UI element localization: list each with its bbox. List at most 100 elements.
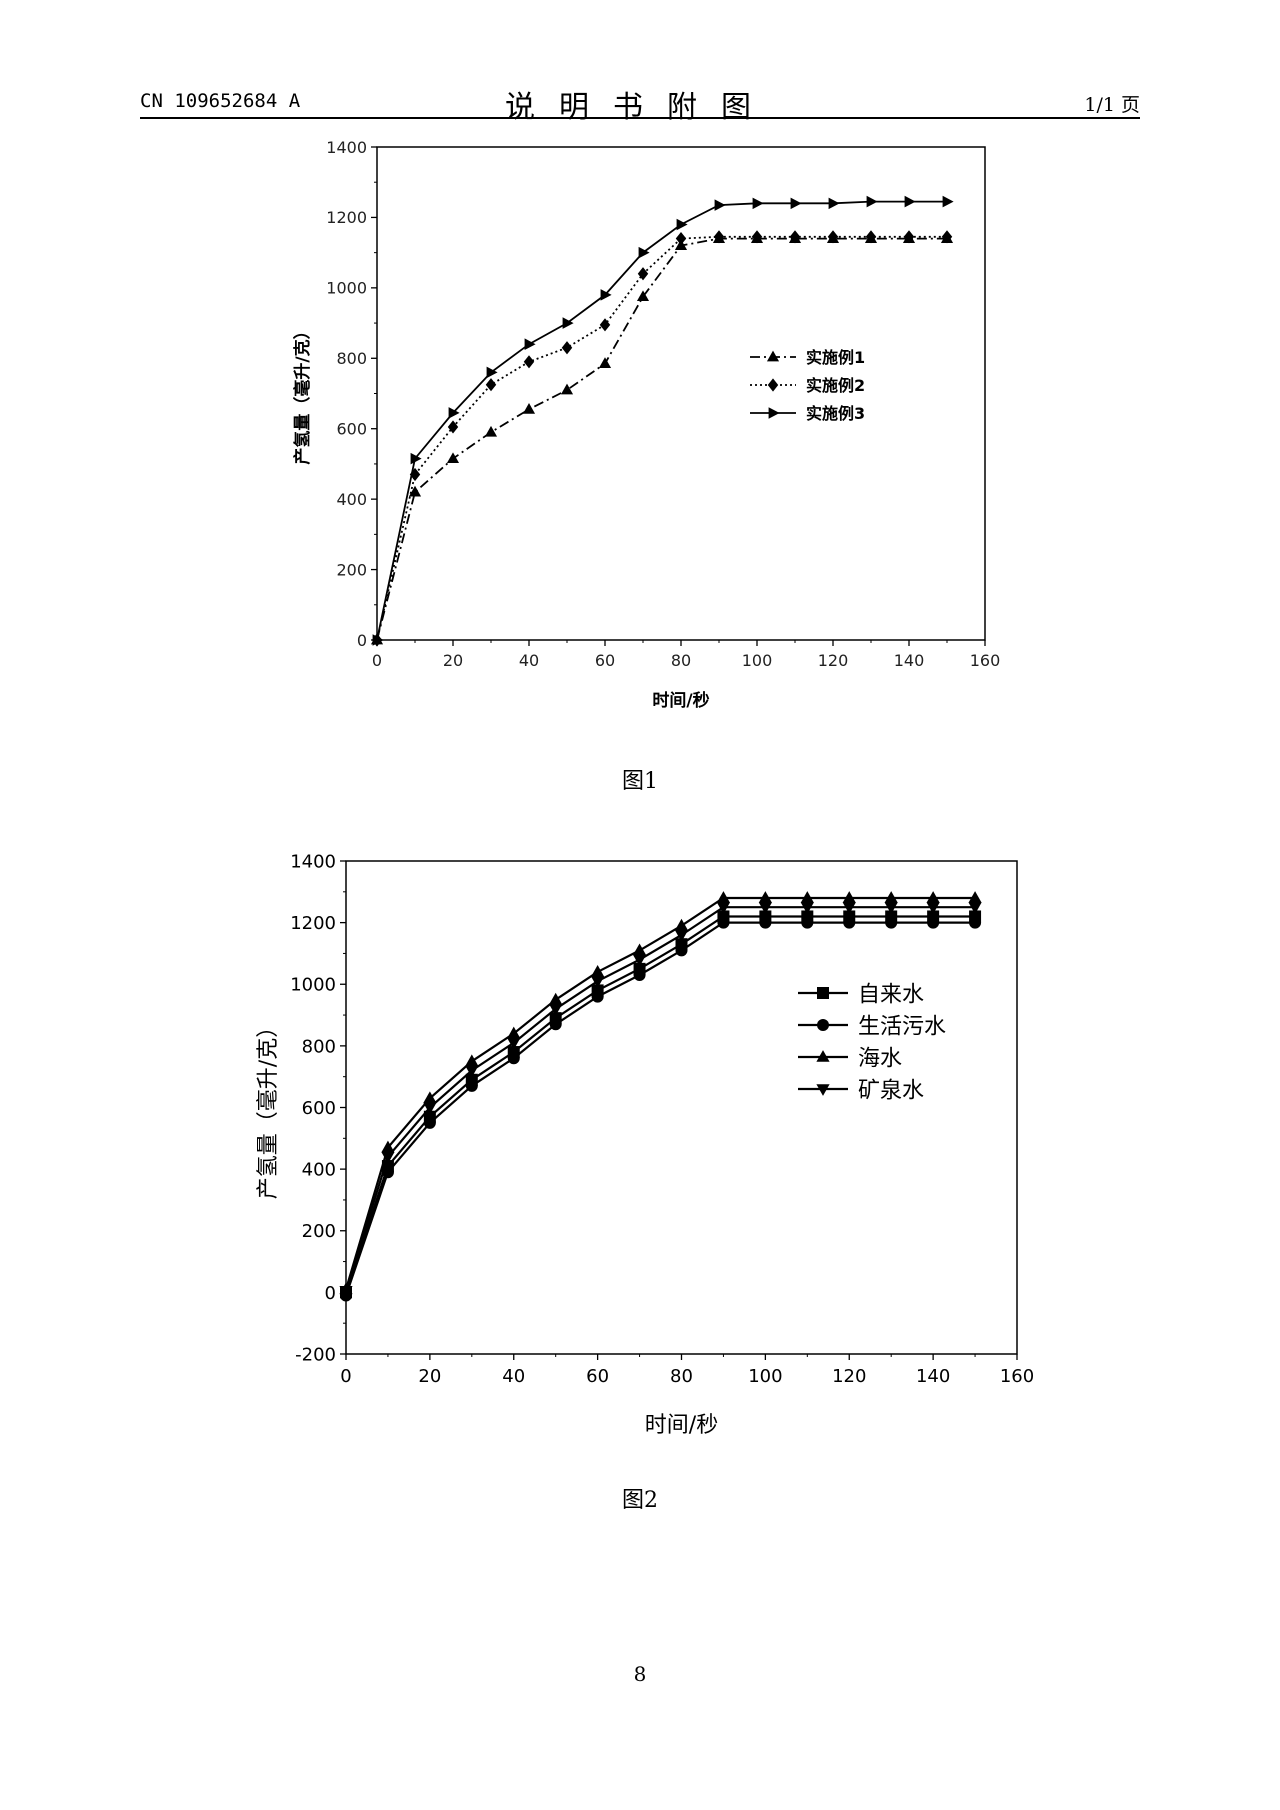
data-point xyxy=(423,1091,437,1104)
y-tick-label: 1400 xyxy=(290,851,336,872)
data-point xyxy=(524,338,536,350)
data-point xyxy=(942,195,954,208)
x-axis-label: 时间/秒 xyxy=(652,690,709,711)
x-tick-label: 20 xyxy=(443,651,463,670)
data-point xyxy=(800,902,814,915)
series-2 xyxy=(340,916,982,1302)
data-point xyxy=(599,318,611,332)
x-tick-label: 20 xyxy=(418,1366,441,1387)
legend-marker xyxy=(816,1050,830,1062)
figure-1-caption: 图1 xyxy=(622,769,658,794)
data-point xyxy=(633,969,646,982)
legend-entry: 生活污水 xyxy=(858,1014,946,1039)
data-point xyxy=(632,954,647,967)
x-tick-label: 120 xyxy=(832,1366,866,1387)
header-rule xyxy=(140,117,1140,119)
data-point xyxy=(598,357,612,368)
x-tick-label: 0 xyxy=(340,1366,351,1387)
x-tick-label: 80 xyxy=(671,651,691,670)
data-point xyxy=(637,267,649,281)
y-tick-label: 1000 xyxy=(290,975,336,996)
data-point xyxy=(486,366,498,379)
legend-entry: 自来水 xyxy=(858,982,924,1007)
data-point xyxy=(885,916,898,929)
figure-2-chart: 0 20 40 60 80 100 120 140 160-200020040060080010… xyxy=(256,851,1034,1438)
document-number: CN 109652684 A xyxy=(140,90,301,112)
data-point xyxy=(465,1065,479,1078)
data-point xyxy=(448,407,460,419)
data-point xyxy=(523,355,535,369)
data-point xyxy=(560,383,574,395)
data-point xyxy=(752,197,764,210)
data-point xyxy=(484,425,498,437)
y-tick-label: 200 xyxy=(336,560,367,579)
legend-entry: 实施例2 xyxy=(806,376,865,395)
data-point xyxy=(423,1102,437,1115)
data-point xyxy=(632,943,647,956)
data-point xyxy=(636,290,650,302)
x-tick-label: 100 xyxy=(742,651,773,670)
y-tick-label: 800 xyxy=(336,349,367,368)
data-point xyxy=(884,902,898,915)
x-tick-label: 140 xyxy=(894,651,925,670)
data-point xyxy=(674,918,689,931)
data-point xyxy=(465,1079,478,1092)
data-point xyxy=(800,891,814,903)
data-point xyxy=(485,378,497,392)
data-point xyxy=(866,195,878,208)
y-tick-label: -200 xyxy=(295,1344,336,1365)
data-point xyxy=(884,891,898,903)
legend-marker xyxy=(767,378,779,392)
x-tick-label: 40 xyxy=(519,651,539,670)
y-tick-label: 0 xyxy=(357,631,367,650)
data-point xyxy=(381,1140,395,1153)
data-point xyxy=(549,1004,563,1016)
data-point xyxy=(600,289,612,301)
data-point xyxy=(968,891,982,903)
series-4 xyxy=(339,902,982,1298)
series-2 xyxy=(371,230,953,647)
legend-marker xyxy=(817,1019,829,1031)
data-point xyxy=(968,902,982,915)
data-point xyxy=(549,992,563,1005)
series-line xyxy=(344,896,976,1290)
data-point xyxy=(926,891,940,903)
y-tick-label: 1200 xyxy=(326,208,367,227)
data-point xyxy=(927,916,940,929)
data-point xyxy=(591,990,604,1003)
series-line xyxy=(376,200,947,641)
legend-entry: 矿泉水 xyxy=(858,1078,924,1103)
legend: 实施例1 实施例2 实施例3 xyxy=(750,348,865,423)
data-point xyxy=(842,902,856,915)
x-tick-label: 100 xyxy=(748,1366,782,1387)
data-point xyxy=(969,916,982,929)
page-header: CN 109652684 A 说明书附图 1/1 页 xyxy=(140,82,1140,125)
series-line xyxy=(376,235,947,641)
x-axis-label: 时间/秒 xyxy=(645,1413,718,1438)
y-tick-label: 0 xyxy=(325,1283,336,1304)
series-line xyxy=(376,237,947,641)
series-1 xyxy=(340,910,982,1299)
x-tick-label: 0 xyxy=(372,651,382,670)
page-number: 8 xyxy=(633,1662,647,1686)
y-tick-label: 200 xyxy=(302,1221,336,1242)
data-point xyxy=(676,218,688,231)
data-point xyxy=(446,452,460,464)
data-point xyxy=(801,916,814,929)
data-point xyxy=(675,944,688,957)
data-point xyxy=(522,403,536,414)
data-point xyxy=(408,485,422,497)
data-point xyxy=(904,195,916,208)
data-point xyxy=(591,976,605,989)
data-point xyxy=(717,916,730,929)
figure-1-chart: 0 20 40 60 80 100 120 140 160 0 200 400 600 800 1000 12… xyxy=(292,138,1000,711)
data-point xyxy=(827,230,839,244)
y-tick-label: 400 xyxy=(336,490,367,509)
data-point xyxy=(549,1018,562,1031)
data-point xyxy=(789,230,801,244)
x-tick-label: 60 xyxy=(595,651,615,670)
legend-marker xyxy=(766,350,780,362)
data-point xyxy=(758,891,772,903)
x-tick-label: 160 xyxy=(1000,1366,1034,1387)
